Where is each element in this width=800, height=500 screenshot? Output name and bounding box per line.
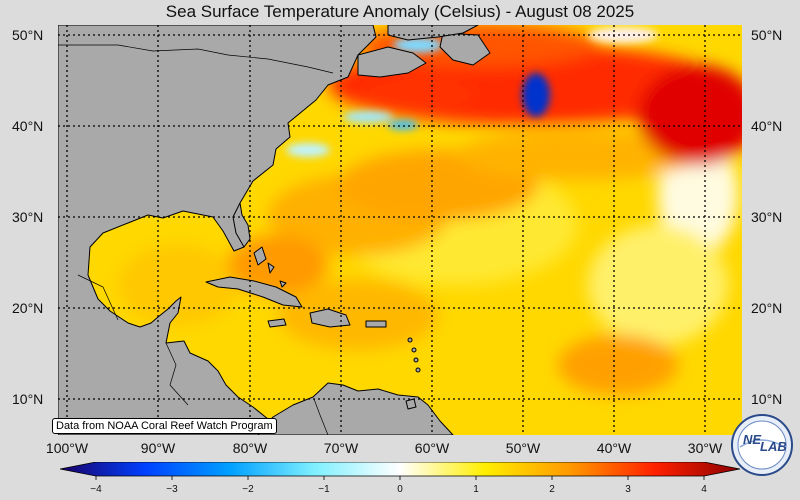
lat-label-20n: 20°N [12,300,44,316]
lon-label-70w: 70°W [323,440,359,456]
colorbar-tick-label: 2 [549,484,555,495]
sst-anomaly-map [58,25,742,435]
lat-label-40n: 40°N [12,118,44,134]
colorbar-tick-label: 4 [701,484,707,495]
maritimes-land [357,46,427,78]
lon-label-100w: 100°W [45,440,89,456]
colorbar-gradient [60,462,740,477]
lon-label-50w: 50°W [505,440,541,456]
lon-label-80w: 80°W [232,440,268,456]
cold-anomaly-patch [522,73,550,117]
political-borders [58,44,334,435]
lon-label-60w: 60°W [414,440,450,456]
lon-label-90w: 90°W [140,440,176,456]
south-america-land [257,382,454,435]
lat-label-30n-right: 30°N [751,209,783,225]
jamaica-land [267,318,287,328]
data-credit-label: Data from NOAA Coral Reef Watch Program [52,418,277,434]
logo-text-right: LAB [760,439,787,454]
lat-label-10n: 10°N [12,391,44,407]
graticule [58,25,742,435]
colorbar-tick-label: 3 [625,484,631,495]
lat-label-20n-right: 20°N [751,300,783,316]
colorbar-tick-label: −3 [166,484,178,495]
colorbar-tick-label: 1 [473,484,479,495]
lon-label-30w: 30°W [687,440,723,456]
lat-label-40n-right: 40°N [751,118,783,134]
north-america-land [58,25,377,435]
land-masses [58,25,491,435]
hispaniola-land [309,308,351,328]
lat-label-10n-right: 10°N [751,391,783,407]
colorbar-tick-label: 0 [397,484,403,495]
lat-label-50n-right: 50°N [751,27,783,43]
colorbar-tick-label: −1 [318,484,330,495]
logo-text-left: NE [743,432,761,447]
lat-label-50n: 50°N [12,27,44,43]
colorbar [60,462,740,480]
puerto-rico-land [365,320,387,328]
colorbar-tick-label: −4 [90,484,102,495]
map-title: Sea Surface Temperature Anomaly (Celsius… [165,2,635,21]
colorbar-tick-label: −2 [242,484,254,495]
lon-label-40w: 40°W [596,440,632,456]
lat-label-30n: 30°N [12,209,44,225]
cuba-land [205,276,303,308]
nesdis-lab-logo: NE LAB [731,414,793,476]
